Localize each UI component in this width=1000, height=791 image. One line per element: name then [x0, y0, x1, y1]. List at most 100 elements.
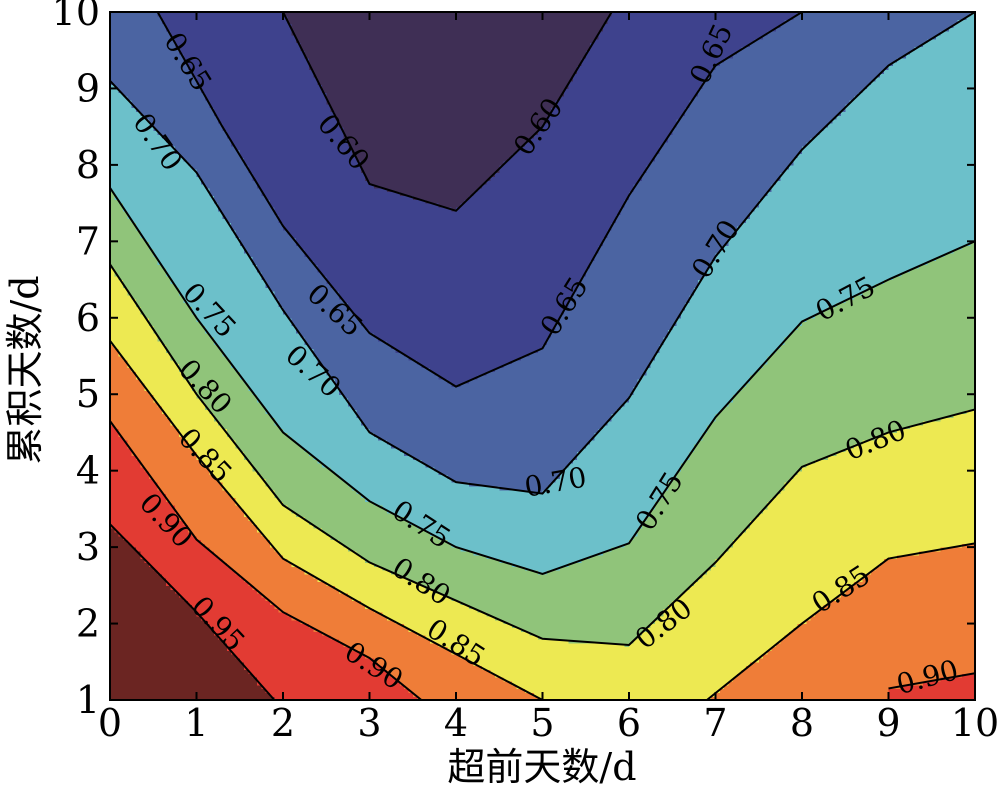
contour-fill-cell	[196, 321, 202, 399]
contour-fill-cell	[166, 585, 172, 700]
contour-fill-cell	[265, 199, 271, 288]
contour-fill-cell	[222, 489, 228, 563]
contour-fill-cell	[512, 566, 518, 628]
contour-fill-cell	[425, 589, 431, 640]
contour-fill-cell	[858, 12, 864, 93]
contour-fill-cell	[443, 646, 448, 700]
contour-fill-cell	[577, 451, 583, 563]
contour-fill-cell	[949, 12, 954, 28]
contour-fill-cell	[564, 638, 570, 700]
contour-fill-cell	[404, 688, 410, 700]
contour-fill-cell	[529, 352, 535, 495]
contour-fill-cell	[122, 12, 128, 97]
contour-fill-cell	[745, 665, 751, 700]
contour-fill-cell	[360, 172, 366, 327]
contour-fill-cell	[382, 570, 388, 617]
contour-fill-cell	[750, 661, 756, 700]
contour-fill-cell	[728, 680, 734, 700]
contour-line	[888, 672, 975, 690]
contour-fill-cell	[849, 447, 855, 586]
contour-fill-cell	[659, 615, 665, 700]
contour-fill-cell	[404, 12, 410, 197]
contour-fill-cell	[940, 677, 946, 700]
contour-fill-cell	[581, 57, 587, 277]
contour-fill-cell	[239, 12, 245, 158]
x-tick-label: 6	[617, 701, 641, 745]
contour-fill-cell	[525, 631, 531, 693]
contour-fill-cell	[486, 180, 492, 372]
contour-fill-cell	[546, 336, 552, 487]
contour-fill-cell	[654, 501, 660, 621]
contour-fill-cell	[205, 409, 211, 468]
contour-fill-cell	[456, 386, 461, 483]
contour-fill-cell	[516, 566, 522, 628]
contour-fill-cell	[646, 367, 652, 518]
contour-fill-cell	[213, 554, 219, 636]
contour-fill-cell	[944, 31, 950, 254]
contour-fill-cell	[170, 38, 176, 147]
contour-fill-cell	[546, 570, 552, 640]
contour-fill-cell	[434, 535, 440, 594]
contour-fill-cell	[529, 12, 535, 139]
contour-fill-cell	[114, 88, 120, 200]
contour-fill-cell	[525, 141, 531, 357]
contour-fill-cell	[771, 184, 777, 353]
contour-fill-cell	[148, 12, 154, 124]
contour-fill-cell	[265, 287, 271, 414]
contour-fill-cell	[425, 12, 431, 204]
contour-fill-cell	[252, 589, 258, 678]
contour-fill-cell	[248, 390, 254, 464]
contour-fill-cell	[235, 371, 241, 449]
contour-fill-cell	[559, 566, 565, 640]
contour-fill-cell	[559, 638, 565, 700]
contour-fill-cell	[334, 386, 340, 476]
contour-fill-cell	[339, 543, 345, 594]
contour-fill-cell	[728, 12, 734, 59]
contour-fill-cell	[685, 589, 691, 700]
contour-fill-cell	[525, 356, 531, 491]
contour-fill-cell	[239, 157, 245, 246]
contour-fill-cell	[832, 306, 838, 456]
contour-fill-cell	[910, 12, 916, 51]
contour-fill-cell	[153, 256, 159, 334]
contour-fill-cell	[468, 608, 474, 663]
contour-fill-cell	[758, 199, 764, 369]
contour-fill-cell	[330, 287, 336, 380]
contour-fill-cell	[408, 359, 414, 456]
contour-fill-cell	[222, 428, 228, 491]
contour-fill-cell	[676, 317, 682, 472]
contour-fill-cell	[901, 554, 907, 686]
contour-fill-cell	[222, 356, 228, 430]
contour-fill-cell	[637, 635, 643, 700]
contour-fill-cell	[218, 482, 224, 560]
contour-fill-cell	[226, 138, 232, 223]
contour-fill-cell	[438, 12, 444, 208]
contour-fill-cell	[287, 317, 293, 437]
contour-fill-cell	[577, 12, 583, 67]
contour-fill-cell	[802, 623, 807, 700]
contour-fill-cell	[447, 478, 453, 544]
contour-fill-cell	[468, 661, 474, 700]
contour-fill-cell	[624, 646, 630, 700]
contour-fill-cell	[244, 12, 249, 166]
contour-fill-cell	[386, 619, 392, 674]
contour-fill-cell	[936, 256, 942, 422]
contour-fill-cell	[698, 88, 704, 281]
contour-fill-cell	[633, 535, 639, 640]
contour-fill-cell	[927, 680, 933, 700]
contour-fill-cell	[542, 12, 548, 124]
contour-fill-cell	[231, 570, 237, 655]
contour-fill-cell	[252, 264, 258, 395]
contour-fill-cell	[555, 478, 561, 571]
contour-fill-cell	[222, 12, 228, 132]
contour-fill-cell	[443, 596, 448, 648]
contour-fill-cell	[118, 12, 124, 93]
contour-fill-cell	[144, 390, 150, 472]
contour-fill-cell	[897, 57, 903, 277]
contour-line	[110, 12, 975, 495]
contour-fill-cell	[356, 600, 362, 651]
contour-fill-cell	[321, 92, 327, 277]
contour-fill-cell	[378, 340, 384, 441]
contour-fill-cell	[283, 505, 288, 560]
contour-fill-cell	[944, 677, 950, 700]
